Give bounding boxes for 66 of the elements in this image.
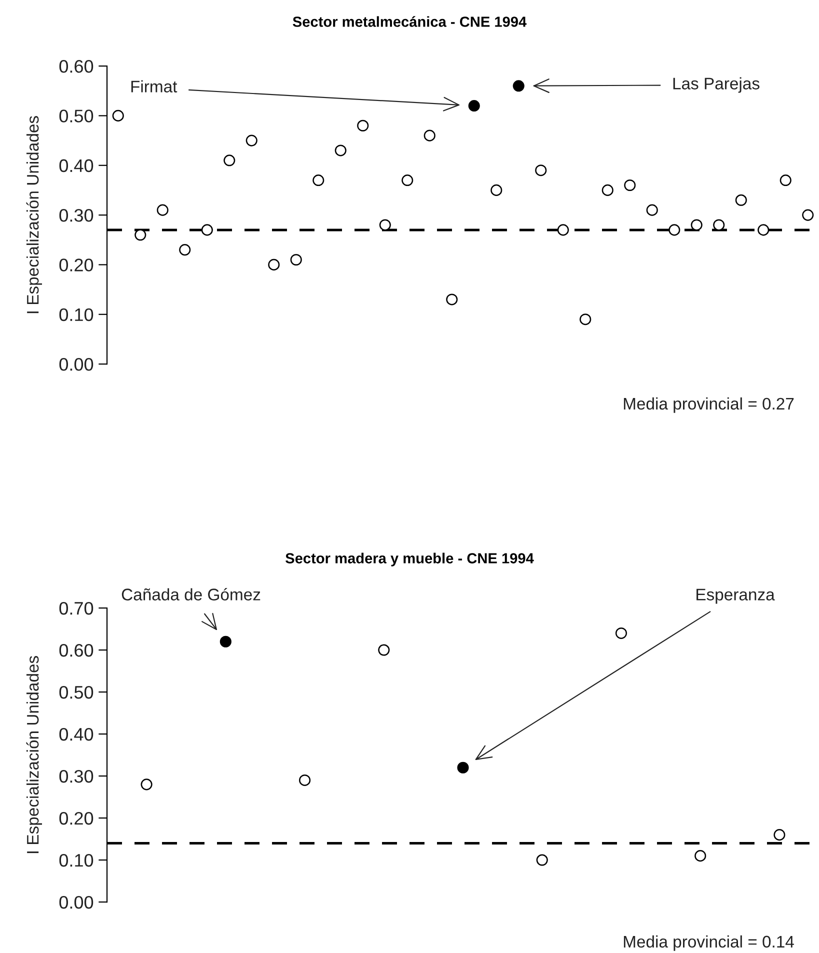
point [246, 134, 258, 146]
point [512, 80, 524, 92]
point [713, 219, 725, 231]
point [268, 258, 280, 270]
point [690, 219, 702, 231]
chart-title: Sector madera y mueble - CNE 1994 [286, 552, 534, 566]
point [201, 224, 213, 236]
point [780, 174, 792, 186]
point [694, 850, 706, 862]
point [224, 154, 236, 166]
ref-line-label: Media provincial = 0.14 [624, 935, 794, 951]
point [624, 179, 636, 192]
point [735, 194, 747, 206]
y-tick-label: 0.40 [59, 728, 94, 741]
point [580, 314, 592, 326]
y-axis-title: I Especialización Unidades [26, 656, 42, 854]
point [802, 209, 814, 221]
point [290, 254, 302, 266]
text: Esperanza [696, 588, 775, 604]
y-tick-label: 0.10 [59, 854, 94, 867]
point [536, 854, 548, 866]
y-tick-label: 0.50 [59, 110, 94, 122]
point [334, 144, 346, 156]
text: Cañada de Gómez [122, 588, 260, 600]
point [490, 184, 502, 196]
point [646, 204, 658, 216]
y-tick-label: 0.00 [59, 896, 94, 909]
annotation: Firmat [131, 80, 178, 92]
point [468, 100, 480, 112]
y-tick-label: 0.60 [59, 644, 94, 657]
y-tick-label: 0.40 [59, 159, 94, 172]
point [357, 120, 369, 132]
annotation: Las Parejas [673, 77, 760, 93]
y-tick-label: 0.60 [59, 60, 94, 73]
point [134, 229, 146, 241]
point [557, 224, 569, 236]
y-axis-title: I Especialización Unidades [26, 116, 42, 314]
y-tick-label: 0.50 [59, 686, 94, 699]
y-tick-label: 0.20 [59, 258, 94, 272]
y-tick-label: 0.00 [59, 358, 94, 371]
point [615, 627, 627, 639]
point [378, 644, 390, 656]
point [140, 778, 152, 790]
point [379, 219, 391, 231]
point [758, 224, 770, 236]
point [156, 204, 168, 216]
y-tick-label: 0.30 [59, 770, 94, 783]
point [179, 244, 191, 256]
point [402, 174, 414, 186]
chart-title: Sector metalmecánica - CNE 1994 [292, 16, 527, 27]
point [668, 224, 680, 236]
point [774, 829, 786, 841]
y-tick-label: 0.20 [59, 812, 94, 825]
point [299, 774, 311, 786]
point [312, 174, 324, 186]
point [602, 184, 614, 196]
point [112, 110, 124, 122]
point [535, 164, 547, 176]
point [457, 762, 469, 774]
y-tick-label: 0.10 [59, 308, 94, 322]
y-tick-label: 0.30 [59, 208, 94, 222]
ref-line-label: Media provincial = 0.27 [624, 397, 794, 413]
point [424, 130, 436, 142]
point [446, 294, 458, 306]
y-tick-label: 0.70 [59, 602, 94, 615]
point [220, 636, 232, 648]
